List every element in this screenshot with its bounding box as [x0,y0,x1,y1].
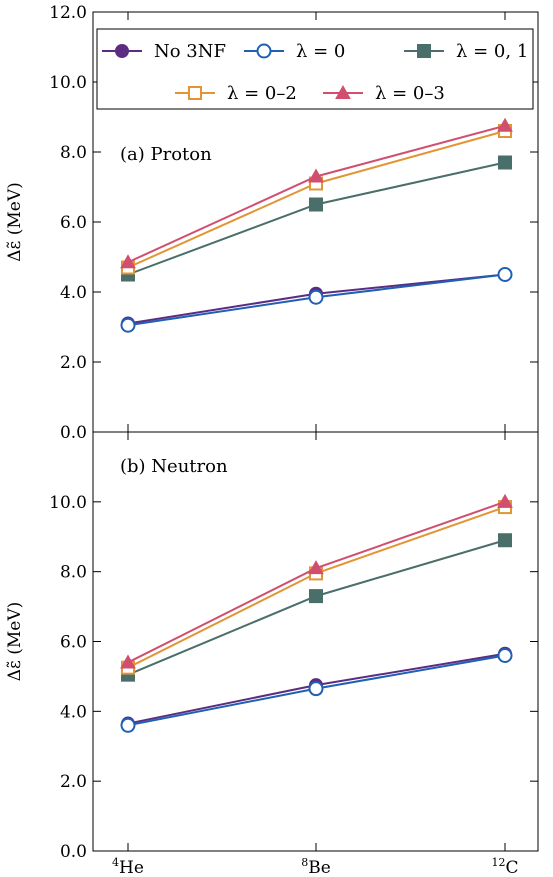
series-λ = 0 [120,267,513,333]
data-point [120,654,136,669]
series-line [127,539,506,676]
y-axis-label: Δε̃ (MeV) [5,182,25,262]
x-tick-label: 12C [491,856,518,877]
series-λ = 0–3 [120,117,513,269]
y-tick-label: 8.0 [60,143,87,163]
y-axis-label: Δε̃ (MeV) [5,602,25,682]
data-point [497,267,513,282]
data-point [309,589,323,604]
data-point [497,647,513,663]
data-point [498,533,512,548]
series-λ = 0–2 [121,500,512,675]
data-point [308,289,324,305]
legend-entry: No 3NF [102,41,226,62]
plot-frame [92,431,539,852]
data-point [497,493,513,508]
panel-label: (b) Neutron [120,456,228,477]
legend-marker [335,84,351,99]
x-tick-label: 4He [112,856,144,877]
y-tick-label: 10.0 [49,493,87,513]
series-line [127,506,506,669]
y-tick-label: 12.0 [49,3,87,23]
y-tick-label: 6.0 [60,633,87,653]
y-tick-label: 4.0 [60,702,87,722]
y-tick-label: 4.0 [60,283,87,303]
y-tick-label: 0.0 [60,842,87,862]
panel-proton: 0.0 2.0 4.0 6.0 8.0 10.0 12.0 Δε̃ (MeV) (a) Prot… [5,3,539,443]
series-λ = 0–3 [120,493,513,669]
legend-entry: λ = 0–2 [175,83,297,104]
series-λ = 0 [120,647,513,733]
data-point [308,168,324,183]
data-point [498,155,512,170]
data-point [120,254,136,269]
legend-entry: λ = 0–3 [323,83,445,104]
legend-label: λ = 0 [296,41,345,62]
y-tick-label: 10.0 [49,73,87,93]
legend-marker [417,44,431,58]
y-tick-label: 2.0 [60,772,87,792]
legend-label: λ = 0, 1 [456,41,528,62]
x-tick-label: 8Be [301,856,331,877]
legend-box [96,28,534,110]
legend-marker [115,44,129,58]
y-tick-label: 8.0 [60,563,87,583]
panel-neutron: 0.0 2.0 4.0 6.0 8.0 10.0 Δε̃ (MeV) (b) Neutron 4… [5,431,539,877]
data-point [308,681,324,697]
legend: No 3NF λ = 0 λ = 0, 1 λ = 0–2 λ = 0–3 [96,28,534,110]
legend-marker [188,86,202,100]
y-tick-label: 6.0 [60,213,87,233]
y-tick-label: 2.0 [60,353,87,373]
legend-label: No 3NF [154,41,226,62]
panel-label: (a) Proton [120,144,212,165]
data-point [308,560,324,575]
y-tick-label: 0.0 [60,423,87,443]
data-point [497,117,513,132]
legend-entry: λ = 0 [244,41,345,62]
data-point [120,317,136,333]
legend-entry: λ = 0, 1 [404,41,528,62]
legend-marker [256,43,272,59]
legend-label: λ = 0–3 [375,83,445,104]
legend-label: λ = 0–2 [227,83,297,104]
data-point [120,717,136,733]
series-λ = 0, 1 [121,533,512,682]
data-point [309,197,323,212]
